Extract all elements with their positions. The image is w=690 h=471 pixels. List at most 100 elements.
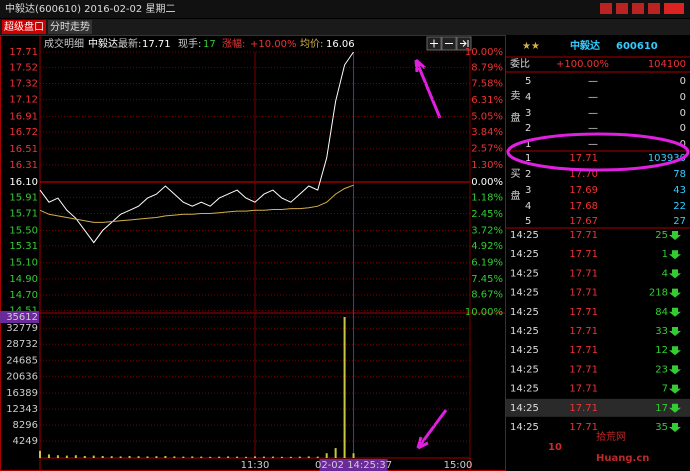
y-tick-label: 12343	[6, 404, 38, 415]
header-tab[interactable]: 成交明细	[44, 37, 84, 50]
y-tick-label: 15.91	[9, 192, 38, 203]
volume-bar	[56, 455, 59, 458]
panel-text: 22	[673, 201, 686, 212]
y-tick-label: 15.71	[9, 208, 38, 219]
y2-tick-label: 7.45%	[471, 274, 503, 285]
star-icon[interactable]: ★★	[522, 41, 540, 52]
y2-tick-label: 2.45%	[471, 209, 503, 220]
y2-tick-label: 3.84%	[471, 127, 503, 138]
y-tick-label: 24685	[6, 355, 38, 366]
panel-text: 103930	[648, 153, 686, 164]
volume-bar	[298, 456, 301, 458]
y2-tick-label: 2.57%	[471, 144, 503, 155]
panel-text: 1	[525, 139, 531, 150]
price-line	[39, 51, 354, 244]
down-arrow	[669, 231, 681, 240]
panel-text: 17.71	[569, 153, 598, 164]
panel-text: 78	[673, 169, 686, 180]
panel-text: 7	[662, 384, 668, 395]
y-tick-label: 17.12	[9, 95, 38, 106]
volume-bar	[271, 456, 274, 458]
panel-text: —	[588, 123, 598, 134]
y-tick-label: 16.31	[9, 160, 38, 171]
panel-text: 14:25	[510, 345, 539, 356]
panel-text: 17	[655, 403, 668, 414]
volume-bar	[65, 455, 68, 458]
close-button[interactable]	[664, 3, 684, 14]
restore-button[interactable]	[648, 3, 660, 14]
y-tick-label: 16.51	[9, 144, 38, 155]
volume-bar	[83, 456, 86, 458]
y-tick-label: 8296	[13, 420, 38, 431]
panel-text: 14:25	[510, 403, 539, 414]
panel-text: 17.71	[569, 288, 598, 299]
volume-bar	[182, 456, 185, 458]
panel-text: 33	[655, 326, 668, 337]
y-tick-label: 17.52	[9, 62, 38, 73]
volume-bar	[119, 456, 122, 458]
down-arrow	[669, 288, 681, 298]
y2-tick-label: 7.58%	[471, 78, 503, 89]
volume-bar	[191, 456, 194, 458]
volume-bar	[227, 456, 230, 458]
volume-bar	[146, 456, 149, 458]
tab-label[interactable]: 分时走势	[50, 20, 90, 33]
chart-buttons[interactable]	[426, 36, 472, 51]
header-label: 现手:	[178, 37, 201, 50]
volume-bar	[92, 455, 95, 458]
volume-bar	[280, 456, 283, 458]
panel-text: 14:25	[510, 364, 539, 375]
panel-text: 84	[655, 307, 668, 318]
price-line	[39, 184, 354, 223]
volume-bar	[325, 453, 328, 458]
panel-text: 委比	[510, 57, 530, 70]
panel-text: 17.71	[569, 307, 598, 318]
annotation-circle	[506, 132, 690, 172]
panel-text: 3	[525, 185, 531, 196]
volume-bar	[307, 456, 310, 458]
panel-text: —	[588, 108, 598, 119]
x-tick-label: 15:00	[444, 460, 473, 471]
panel-text: 5	[525, 76, 531, 87]
panel-text: —	[588, 92, 598, 103]
volume-bar	[200, 456, 203, 458]
y-tick-label: 4249	[13, 436, 38, 447]
panel-text: 14:25	[510, 230, 539, 241]
panel-text: 17.67	[569, 216, 598, 227]
tab-label[interactable]: 超级盘口	[4, 20, 44, 33]
panel-text: 0	[680, 123, 686, 134]
y2-tick-label: 3.72%	[471, 225, 503, 236]
panel-text: 17.71	[569, 403, 598, 414]
volume-bar	[352, 453, 355, 458]
panel-text: 17.71	[569, 384, 598, 395]
y2-tick-label: 10.00%	[465, 47, 503, 58]
opt-button[interactable]	[616, 3, 628, 14]
down-arrow	[669, 269, 681, 279]
panel-text: 17.71	[569, 345, 598, 356]
panel-text: +100.00%	[556, 59, 609, 70]
window-buttons[interactable]	[600, 3, 684, 14]
panel-text: 买盘	[508, 168, 520, 212]
volume-bar	[262, 456, 265, 458]
icon	[460, 40, 469, 47]
volume-bar	[173, 456, 176, 458]
tab[interactable]	[2, 20, 46, 34]
panel-text: 23	[655, 364, 668, 375]
panel-text: 17.71	[569, 249, 598, 260]
panel-text: 17.71	[569, 268, 598, 279]
panel-text: 4	[525, 92, 531, 103]
y2-tick-label: 8.67%	[471, 290, 503, 301]
volume-bar	[236, 456, 239, 458]
y-tick-label: 14.51	[9, 305, 38, 316]
panel-text: 27	[673, 216, 686, 227]
max-button[interactable]	[632, 3, 644, 14]
volume-bar	[289, 456, 292, 458]
y-tick-label: 16.72	[9, 127, 38, 138]
panel-text: 3	[525, 108, 531, 119]
tab[interactable]	[48, 20, 92, 34]
y-tick-label: 20636	[6, 371, 38, 382]
panel-text: 0	[680, 92, 686, 103]
panel-text: 1	[525, 153, 531, 164]
min-button[interactable]	[600, 3, 612, 14]
